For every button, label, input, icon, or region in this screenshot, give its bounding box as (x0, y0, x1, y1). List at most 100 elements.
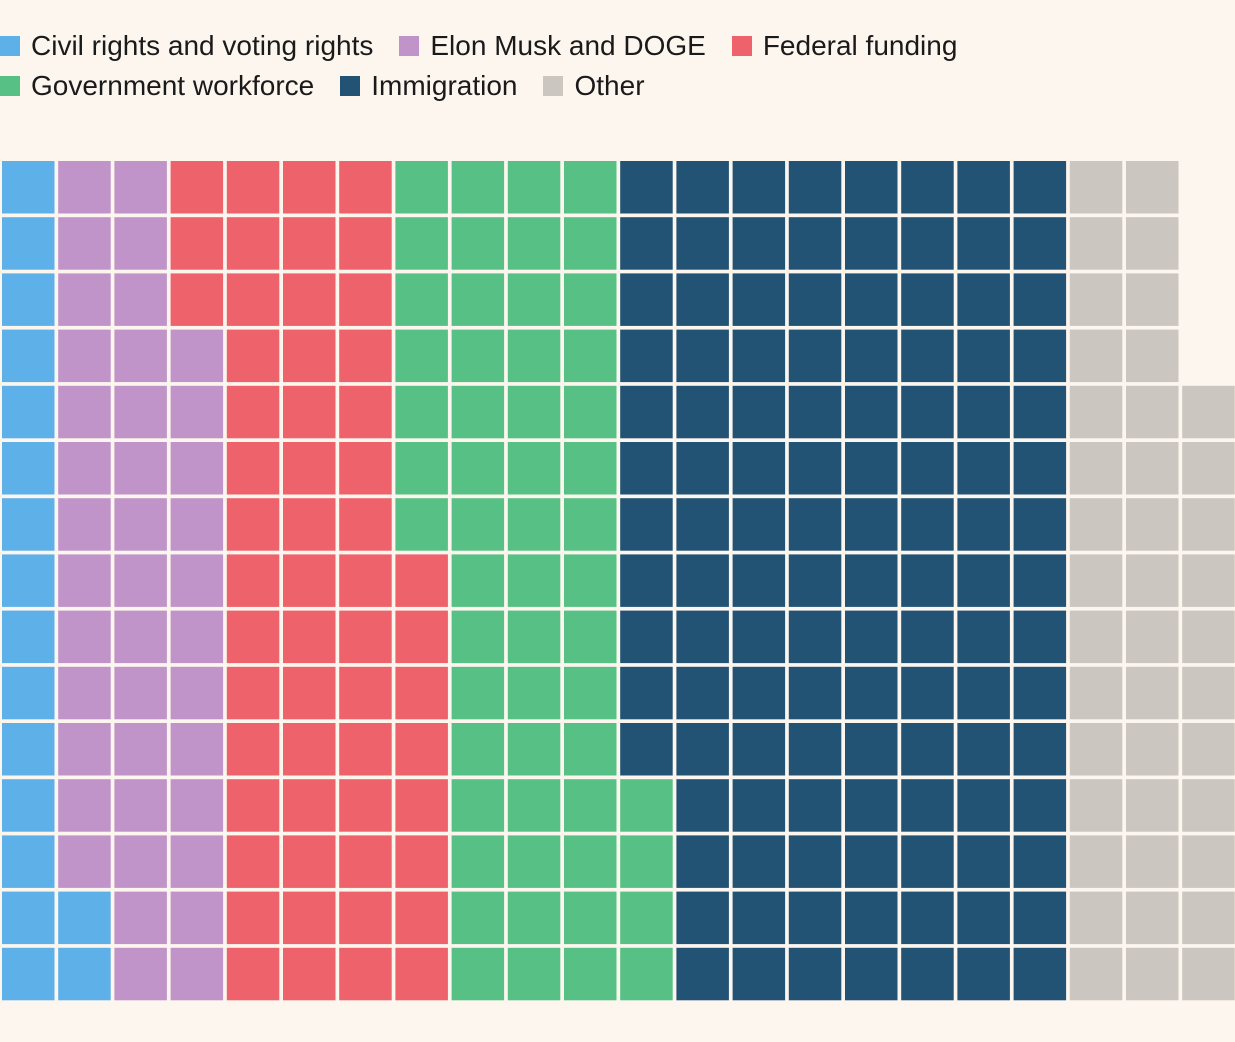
legend-row-1: Civil rights and voting rights Elon Musk… (0, 26, 1235, 66)
waffle-cell-federal-funding (170, 273, 224, 326)
waffle-cell-immigration (620, 329, 673, 383)
waffle-cell-federal-funding (226, 442, 280, 495)
waffle-cell-government-workforce (507, 329, 561, 383)
waffle-cell-immigration (957, 161, 1010, 214)
waffle-cell-other (1182, 891, 1235, 945)
waffle-cell-immigration (901, 442, 954, 495)
waffle-cell-other (1069, 161, 1123, 214)
waffle-cell-immigration (788, 610, 842, 664)
legend-label-government-workforce: Government workforce (31, 70, 315, 101)
waffle-cell-immigration (901, 666, 954, 720)
waffle-cell-elon-musk-and-doge (58, 723, 111, 776)
waffle-cell-immigration (957, 835, 1010, 888)
waffle-cell-federal-funding (395, 610, 448, 664)
waffle-cell-immigration (788, 161, 842, 214)
waffle-cell-immigration (901, 891, 954, 945)
waffle-cell-immigration (957, 385, 1010, 439)
waffle-cell-immigration (1013, 329, 1067, 383)
waffle-cell-immigration (788, 329, 842, 383)
waffle-cell-immigration (620, 217, 673, 270)
waffle-cell-immigration (901, 610, 954, 664)
waffle-cell-government-workforce (564, 273, 617, 326)
waffle-cell-immigration (676, 723, 729, 776)
waffle-cell-other (1126, 329, 1179, 383)
legend-row-2: Government workforce Immigration Other (0, 66, 1235, 106)
waffle-cell-federal-funding (339, 723, 392, 776)
waffle-cell-immigration (676, 161, 729, 214)
waffle-cell-government-workforce (564, 835, 617, 888)
waffle-cell-immigration (901, 835, 954, 888)
waffle-cell-civil-rights-and-voting-rights (2, 891, 55, 945)
waffle-cell-federal-funding (339, 273, 392, 326)
waffle-cell-federal-funding (226, 779, 280, 832)
waffle-cell-elon-musk-and-doge (170, 666, 224, 720)
waffle-cell-elon-musk-and-doge (170, 385, 224, 439)
waffle-cell-elon-musk-and-doge (114, 217, 167, 270)
waffle-cell-other (1069, 442, 1123, 495)
waffle-cell-immigration (788, 891, 842, 945)
waffle-cell-civil-rights-and-voting-rights (58, 891, 111, 945)
waffle-cell-government-workforce (620, 835, 673, 888)
waffle-cell-civil-rights-and-voting-rights (2, 217, 55, 270)
waffle-cell-other (1069, 329, 1123, 383)
waffle-cell-other (1182, 723, 1235, 776)
legend-item-other: Other (543, 70, 645, 102)
waffle-cell-elon-musk-and-doge (170, 723, 224, 776)
waffle-cell-immigration (676, 610, 729, 664)
waffle-cell-immigration (676, 273, 729, 326)
waffle-cell-immigration (620, 385, 673, 439)
waffle-cell-other (1126, 610, 1179, 664)
waffle-cell-elon-musk-and-doge (114, 891, 167, 945)
waffle-cell-federal-funding (170, 161, 224, 214)
waffle-cell-immigration (732, 161, 786, 214)
waffle-cell-elon-musk-and-doge (58, 779, 111, 832)
waffle-cell-immigration (620, 554, 673, 607)
waffle-cell-civil-rights-and-voting-rights (2, 835, 55, 888)
waffle-cell-civil-rights-and-voting-rights (2, 442, 55, 495)
waffle-cell-elon-musk-and-doge (114, 723, 167, 776)
waffle-cell-immigration (1013, 723, 1067, 776)
waffle-cell-government-workforce (507, 666, 561, 720)
waffle-cell-immigration (1013, 779, 1067, 832)
waffle-cell-federal-funding (395, 835, 448, 888)
waffle-cell-immigration (901, 161, 954, 214)
waffle-cell-immigration (1013, 442, 1067, 495)
waffle-cell-immigration (788, 835, 842, 888)
waffle-cell-elon-musk-and-doge (170, 779, 224, 832)
waffle-cell-immigration (1013, 835, 1067, 888)
waffle-cell-federal-funding (395, 666, 448, 720)
waffle-cell-other (1126, 779, 1179, 832)
waffle-cell-federal-funding (283, 554, 336, 607)
waffle-cell-federal-funding (226, 891, 280, 945)
waffle-cell-elon-musk-and-doge (58, 161, 111, 214)
legend-item-immigration: Immigration (340, 70, 517, 102)
waffle-cell-immigration (1013, 666, 1067, 720)
waffle-cell-government-workforce (395, 217, 448, 270)
waffle-cell-immigration (901, 217, 954, 270)
waffle-cell-immigration (620, 610, 673, 664)
waffle-cell-immigration (845, 891, 898, 945)
waffle-cell-government-workforce (507, 554, 561, 607)
waffle-cell-civil-rights-and-voting-rights (2, 498, 55, 551)
waffle-cell-immigration (957, 947, 1010, 1001)
legend-label-other: Other (574, 70, 645, 101)
waffle-cell-government-workforce (564, 498, 617, 551)
waffle-cell-government-workforce (507, 498, 561, 551)
waffle-cell-elon-musk-and-doge (170, 442, 224, 495)
waffle-cell-civil-rights-and-voting-rights (2, 779, 55, 832)
waffle-cell-government-workforce (395, 498, 448, 551)
waffle-cell-elon-musk-and-doge (58, 498, 111, 551)
waffle-cell-immigration (845, 385, 898, 439)
waffle-cell-government-workforce (507, 891, 561, 945)
waffle-cell-government-workforce (451, 947, 505, 1001)
legend: Civil rights and voting rights Elon Musk… (0, 26, 1235, 106)
waffle-cell-other (1126, 666, 1179, 720)
waffle-cell-immigration (957, 610, 1010, 664)
waffle-cell-government-workforce (451, 498, 505, 551)
waffle-cell-other (1182, 554, 1235, 607)
waffle-cell-federal-funding (226, 161, 280, 214)
waffle-cell-government-workforce (395, 442, 448, 495)
waffle-cell-immigration (732, 723, 786, 776)
waffle-cell-immigration (676, 217, 729, 270)
waffle-cell-federal-funding (339, 161, 392, 214)
